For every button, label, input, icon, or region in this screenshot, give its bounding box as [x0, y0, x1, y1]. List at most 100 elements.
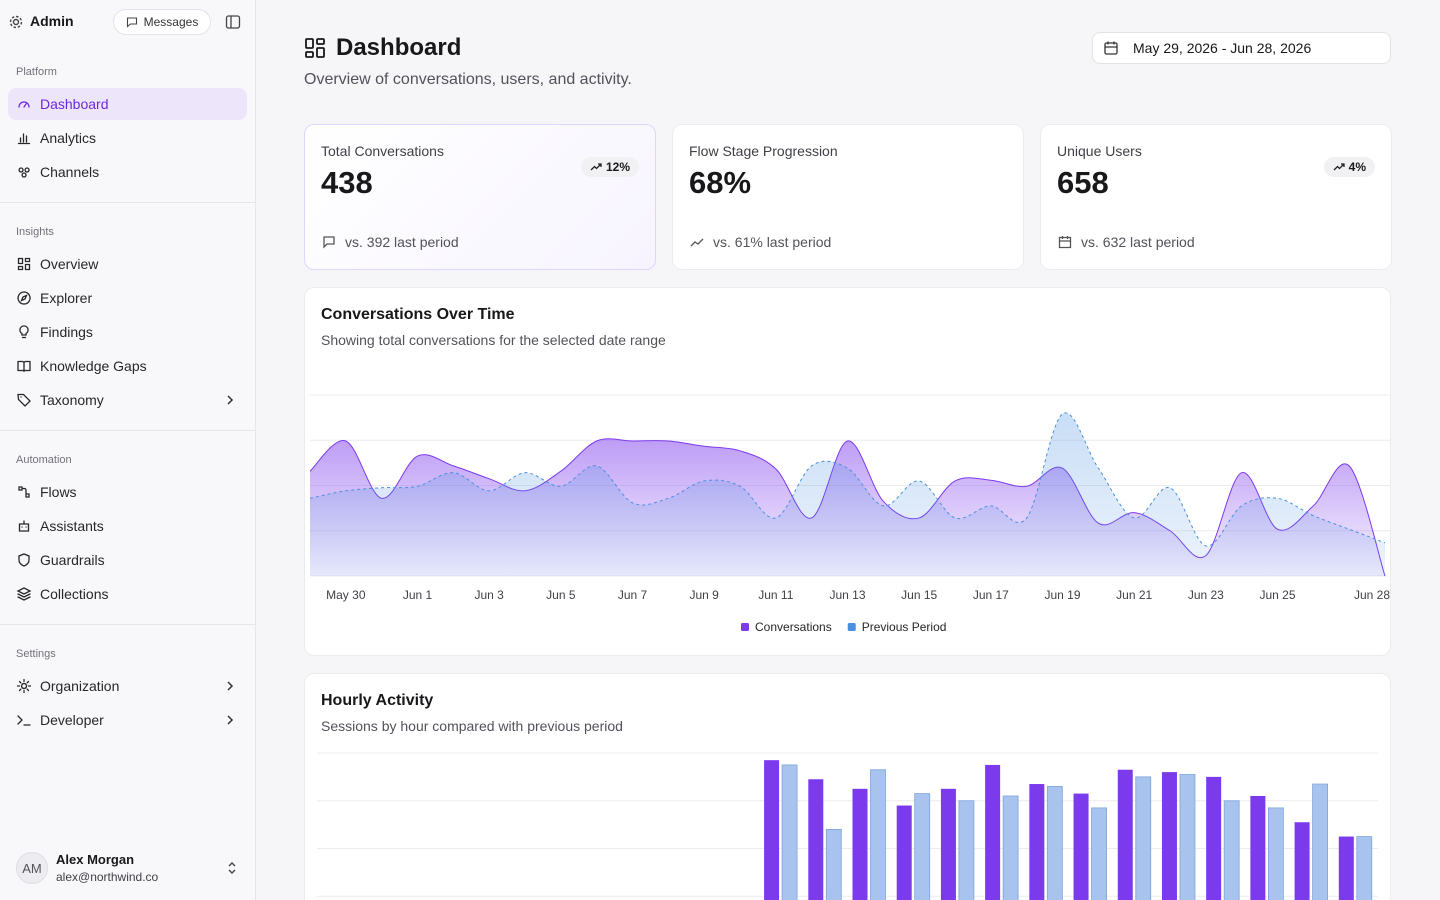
series-line: [309, 438, 1386, 577]
area-chart-card: Conversations Over Time Showing total co…: [304, 287, 1391, 656]
nav-icon: [18, 520, 30, 532]
nav-item[interactable]: Flows: [8, 476, 247, 508]
bar: [1267, 807, 1284, 900]
x-tick-label: Jun 17: [973, 588, 1009, 602]
kpi-card: Total Conversations 438 12% vs. 392 last pe…: [304, 124, 656, 270]
nav-item[interactable]: Findings: [8, 316, 247, 348]
user-name: Alex Morgan: [56, 852, 135, 867]
nav-item[interactable]: Developer: [8, 704, 247, 736]
messages-button[interactable]: Messages: [113, 9, 211, 35]
expand-icon: [228, 862, 236, 874]
sidebar-toggle[interactable]: [225, 14, 241, 30]
nav: Platform Dashboard Analytics Channels Insigh…: [0, 43, 255, 750]
nav-item[interactable]: Analytics: [8, 122, 247, 154]
user-email: alex@northwind.co: [56, 870, 159, 884]
icon-shape: [16, 587, 32, 601]
bar: [1161, 772, 1177, 900]
icon-shape: [1058, 236, 1072, 249]
date-range: May 29, 2026 - Jun 28, 2026: [1133, 40, 1312, 56]
bar: [958, 800, 975, 900]
trend-icon: [590, 163, 602, 171]
comparison-text: vs. 632 last period: [1081, 234, 1195, 250]
x-tick-label: Jun 23: [1188, 588, 1224, 602]
kpi-value: 658: [1057, 165, 1109, 200]
legend-swatch: [847, 623, 856, 631]
nav-icon: [18, 101, 30, 108]
chevron-shape: [227, 681, 234, 691]
bar: [1179, 774, 1196, 900]
nav-item[interactable]: Guardrails: [8, 544, 247, 576]
icon-shape: [17, 715, 31, 726]
x-tick-label: Jun 25: [1259, 588, 1295, 602]
nav-section: Automation Flows Assistants Guardrails Colle…: [0, 430, 255, 624]
section-label: Settings: [16, 648, 56, 660]
nav-icon: [17, 393, 31, 407]
bar: [1294, 822, 1310, 900]
kpi-badge: 12%: [580, 157, 639, 177]
bar: [870, 769, 886, 900]
icon-shape: [17, 133, 31, 145]
nav-label: Overview: [40, 256, 99, 272]
trend-icon: [1333, 163, 1345, 171]
comparison-text: vs. 61% last period: [713, 234, 832, 250]
nav-label: Organization: [40, 678, 120, 694]
nav-icon: [17, 360, 31, 373]
bar: [1312, 783, 1328, 900]
chart-title: Hourly Activity: [321, 692, 434, 709]
nav-section: Insights Overview Explorer Findings Knowledg…: [0, 202, 255, 430]
messages-label: Messages: [143, 15, 199, 29]
x-tick-label: May 30: [326, 588, 366, 602]
nav-item[interactable]: Dashboard: [8, 88, 247, 120]
user-menu[interactable]: AM Alex Morgan alex@northwind.co: [16, 852, 244, 884]
nav-item[interactable]: Collections: [8, 578, 247, 610]
nav-icon: [16, 678, 32, 694]
bar: [852, 788, 868, 900]
bar: [1206, 776, 1222, 900]
nav-label: Explorer: [40, 290, 93, 306]
legend-label: Conversations: [755, 620, 832, 634]
x-tick-label: Jun 1: [403, 588, 433, 602]
nav-item[interactable]: Overview: [8, 248, 247, 280]
bar: [985, 764, 1001, 900]
nav-icon: [19, 325, 29, 339]
icon-shape: [19, 325, 29, 339]
x-tick-label: Jun 19: [1044, 588, 1080, 602]
area-fill: [310, 412, 1385, 576]
nav-item[interactable]: Organization: [8, 670, 247, 702]
section-label: Platform: [16, 66, 57, 78]
x-tick-label: Jun 21: [1116, 588, 1152, 602]
calendar-icon: [1104, 41, 1118, 55]
gear-icon: [9, 15, 23, 29]
nav-item[interactable]: Channels: [8, 156, 247, 188]
nav-item[interactable]: Knowledge Gaps: [8, 350, 247, 382]
section-label: Automation: [16, 454, 72, 466]
bar: [825, 828, 842, 900]
x-tick-label: Jun 5: [546, 588, 576, 602]
kpi-card: Flow Stage Progression 68% vs. 61% last pe…: [672, 124, 1024, 270]
nav-icon: [17, 133, 31, 145]
bar: [1091, 807, 1107, 900]
chart-subtitle: Sessions by hour compared with previous …: [321, 718, 623, 734]
chart-subtitle: Showing total conversations for the sele…: [321, 332, 666, 348]
bar: [1356, 836, 1373, 900]
bar-chart-card: Hourly Activity Sessions by hour compare…: [304, 673, 1391, 900]
nav-item[interactable]: Taxonomy: [8, 384, 247, 416]
comparison-text: vs. 392 last period: [345, 234, 459, 250]
chevron: [227, 395, 234, 405]
bar: [764, 760, 780, 900]
nav-item[interactable]: Assistants: [8, 510, 247, 542]
legend-label: Previous Period: [862, 620, 947, 634]
bar: [1223, 800, 1240, 900]
kpi-icon: [690, 238, 704, 247]
sidebar: Admin Messages Platform Dashboard Analytic…: [0, 0, 256, 900]
brand[interactable]: Admin: [30, 13, 74, 29]
badge-text: 12%: [605, 160, 630, 174]
bar: [781, 764, 798, 900]
kpi-value: 68%: [689, 165, 752, 200]
bar: [1029, 784, 1045, 900]
bar: [808, 779, 824, 900]
icon-shape: [323, 236, 335, 249]
nav-item[interactable]: Explorer: [8, 282, 247, 314]
date-picker[interactable]: May 29, 2026 - Jun 28, 2026: [1092, 32, 1391, 64]
